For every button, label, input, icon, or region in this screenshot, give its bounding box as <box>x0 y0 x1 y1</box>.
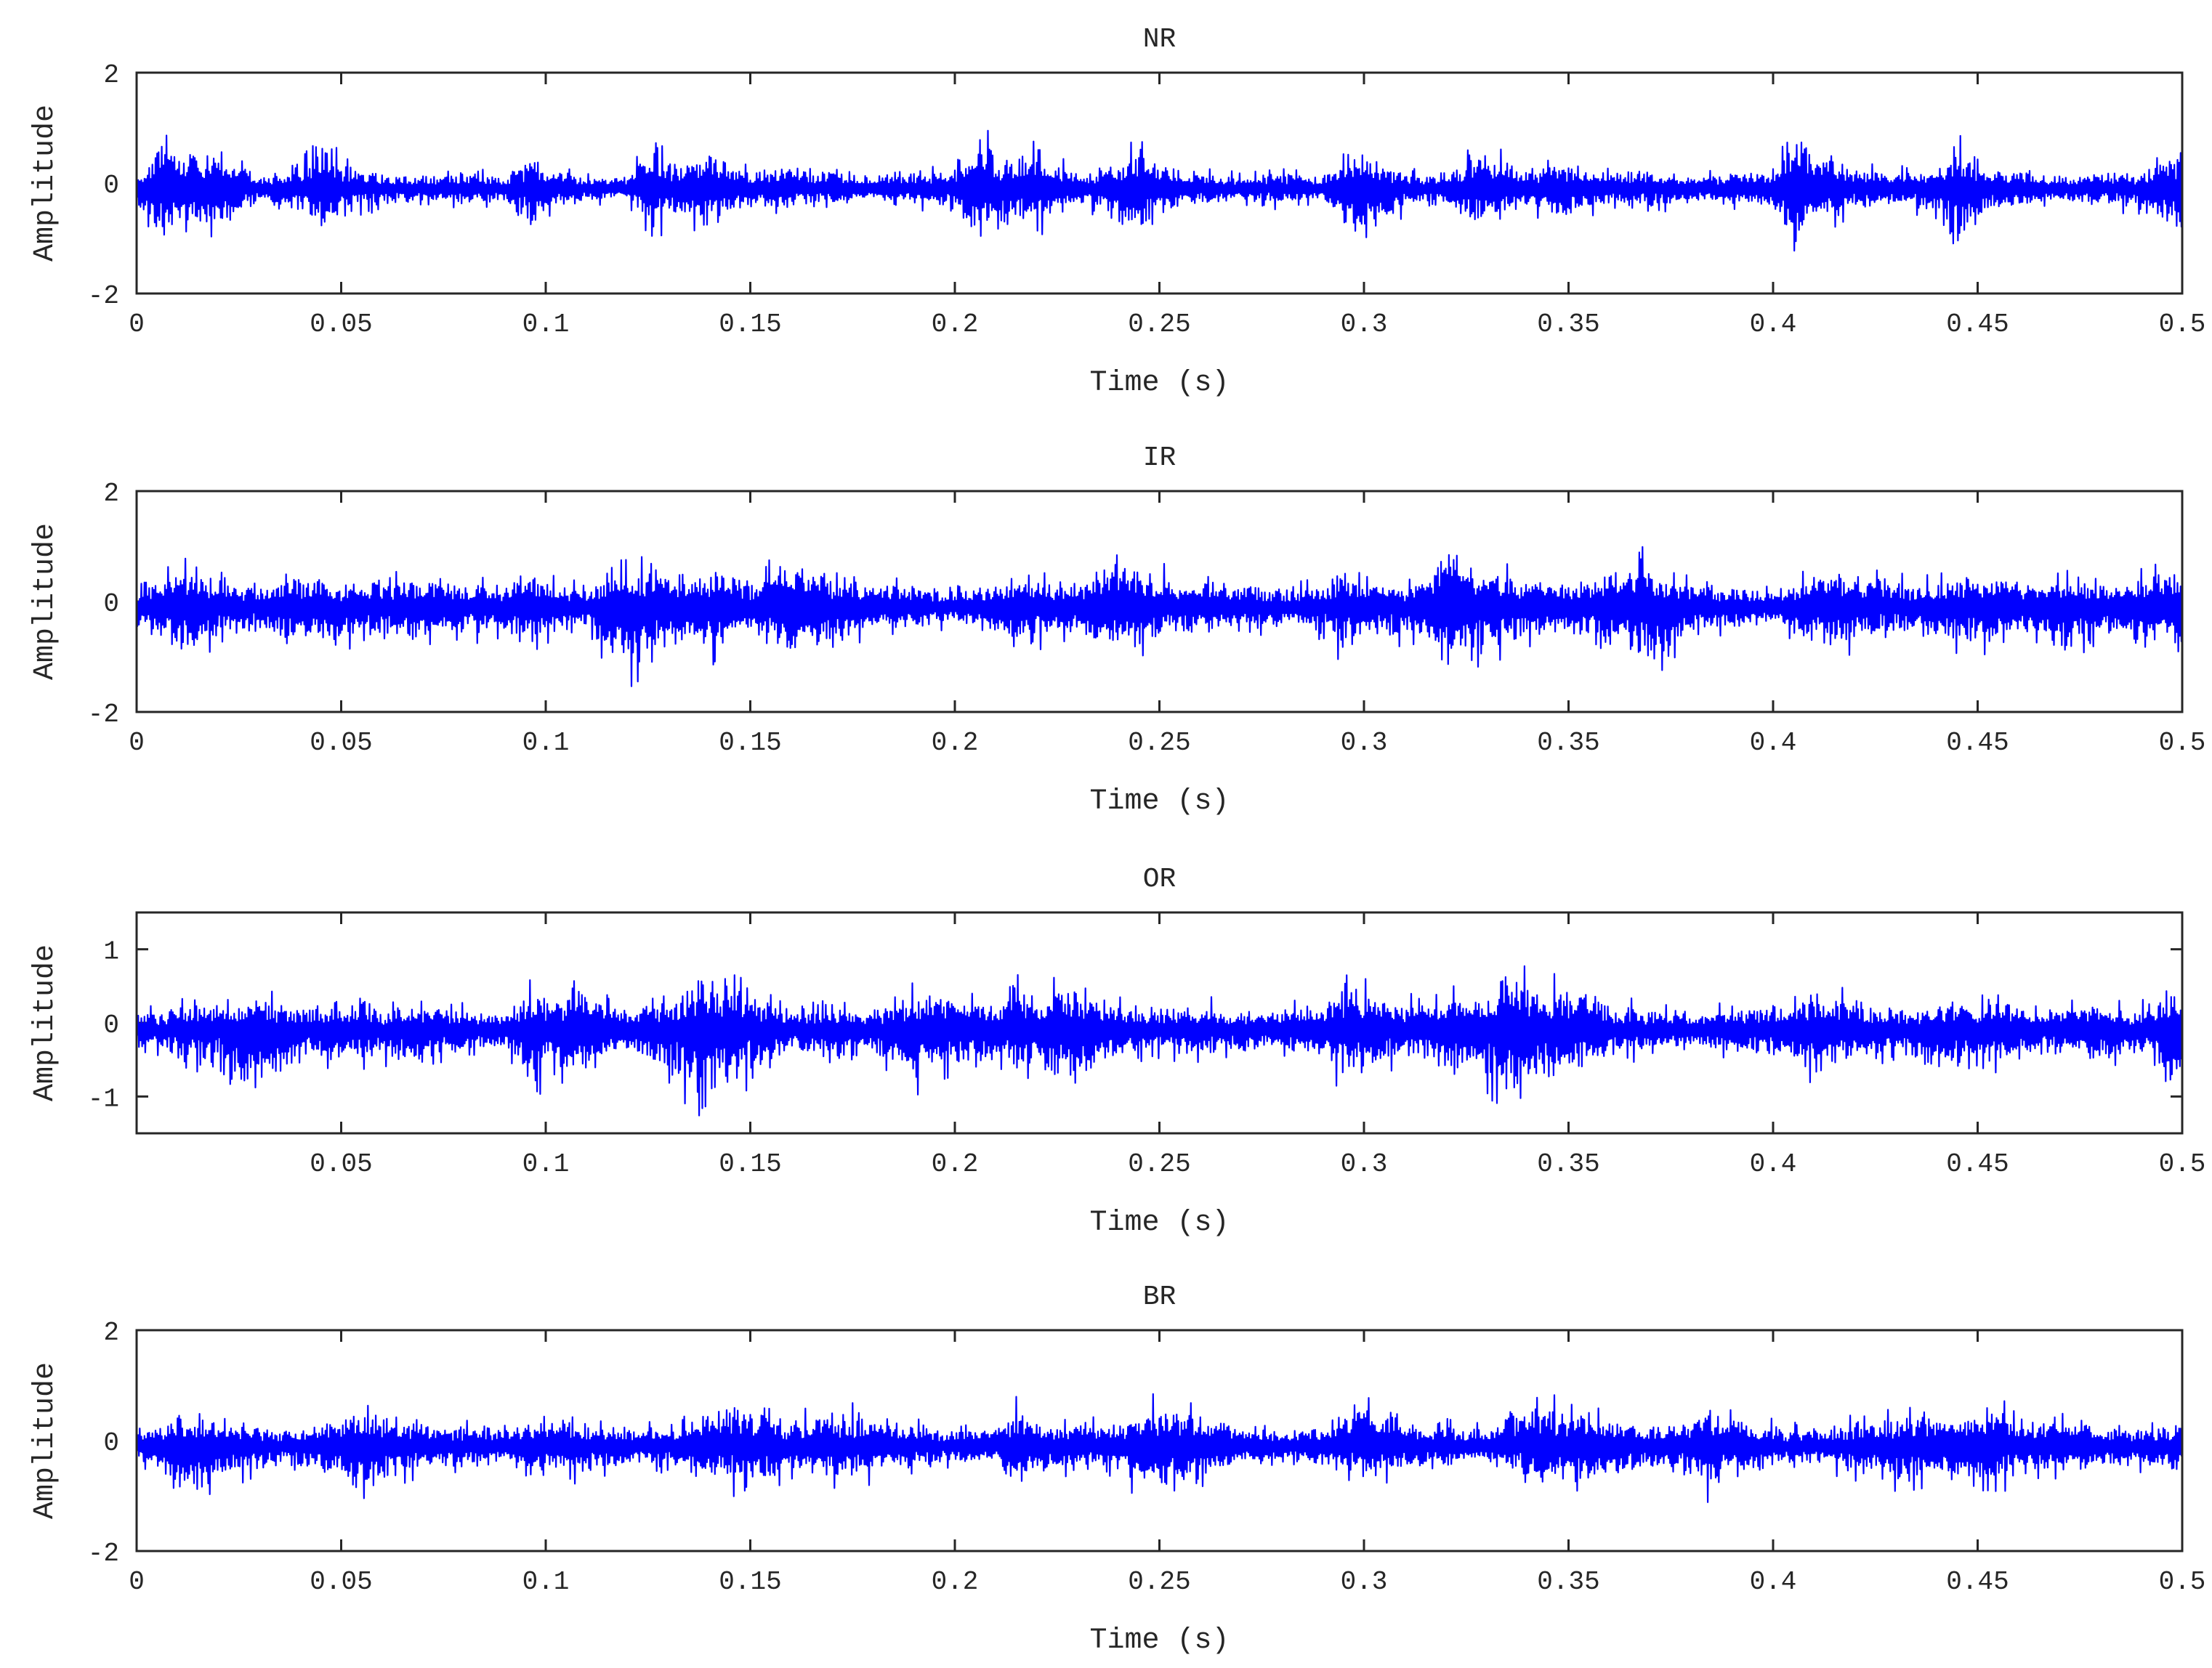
y-tick-label: -2 <box>88 1539 119 1568</box>
x-tick-label: 0.25 <box>1128 309 1190 339</box>
y-tick-label: 2 <box>103 479 119 509</box>
y-tick-label: 0 <box>103 171 119 201</box>
x-tick-label: 0.05 <box>310 1149 372 1179</box>
x-tick-label: 0.5 <box>2159 728 2206 758</box>
y-tick-label: -2 <box>88 281 119 311</box>
axes-frame-overlay <box>135 490 2184 713</box>
x-tick-label: 0.45 <box>1946 728 2009 758</box>
x-tick-label: 0.2 <box>932 309 979 339</box>
x-tick-label: 0.15 <box>719 1149 781 1179</box>
y-axis-label: Amplitude <box>29 523 62 680</box>
x-tick-label: 0.35 <box>1537 309 1599 339</box>
subplot-br: BR 0 0.05 0.1 0.15 0.2 0.25 0.3 0.35 0.4 0.45 0.5 -2… <box>29 1282 2205 1657</box>
x-tick-label: 0.5 <box>2159 1149 2206 1179</box>
y-tick-label: 0 <box>103 589 119 619</box>
y-tick-label: 2 <box>103 1318 119 1348</box>
x-tick-label: 0.15 <box>719 309 781 339</box>
axes-frame-overlay <box>135 71 2184 295</box>
x-tick-label: 0.35 <box>1537 1149 1599 1179</box>
signal-trace-ir <box>137 546 2182 687</box>
signal-trace-or <box>137 965 2182 1117</box>
x-tick-label: 0.35 <box>1537 1567 1599 1597</box>
y-tick-label: -2 <box>88 700 119 729</box>
y-tick-label: 1 <box>103 937 119 967</box>
x-tick-label: 0.35 <box>1537 728 1599 758</box>
x-axis-label: Time (s) <box>1089 785 1229 818</box>
plot-title: NR <box>1143 24 1176 55</box>
y-tick-label: 2 <box>103 60 119 90</box>
x-tick-label: 0.4 <box>1750 728 1797 758</box>
x-tick-label: 0.4 <box>1750 1567 1797 1597</box>
x-tick-label: 0 <box>129 309 145 339</box>
plot-title: IR <box>1143 442 1176 474</box>
plot-title: BR <box>1143 1282 1176 1313</box>
x-tick-label: 0.15 <box>719 1567 781 1597</box>
x-tick-label: 0.45 <box>1946 1149 2009 1179</box>
axes-frame-overlay <box>135 911 2184 1135</box>
x-tick-label: 0.25 <box>1128 728 1190 758</box>
axes-frame-overlay <box>135 1329 2184 1552</box>
x-tick-label: 0.5 <box>2159 309 2206 339</box>
x-tick-label: 0.2 <box>932 1567 979 1597</box>
x-tick-label: 0.3 <box>1341 1149 1388 1179</box>
x-tick-label: 0.05 <box>310 1567 372 1597</box>
x-tick-label: 0.1 <box>522 728 570 758</box>
x-tick-label: 0.3 <box>1341 1567 1388 1597</box>
x-tick-label: 0.5 <box>2159 1567 2206 1597</box>
x-tick-label: 0.4 <box>1750 309 1797 339</box>
x-tick-label: 0 <box>129 1567 145 1597</box>
x-axis-label: Time (s) <box>1089 1207 1229 1239</box>
signal-trace-nr <box>137 129 2182 252</box>
x-tick-label: 0.15 <box>719 728 781 758</box>
subplot-ir: IR 0 0.05 0.1 0.15 0.2 0.25 0.3 0.35 0.4 0.45 0.5 -2… <box>29 442 2205 818</box>
x-tick-label: 0.1 <box>522 1149 570 1179</box>
y-tick-label: 0 <box>103 1011 119 1040</box>
x-tick-label: 0.2 <box>932 728 979 758</box>
x-axis-label: Time (s) <box>1089 367 1229 400</box>
x-tick-label: 0.2 <box>932 1149 979 1179</box>
x-tick-label: 0.25 <box>1128 1149 1190 1179</box>
x-tick-label: 0 <box>129 728 145 758</box>
x-tick-label: 0.1 <box>522 309 570 339</box>
y-axis-label: Amplitude <box>29 105 62 262</box>
y-tick-label: -1 <box>88 1084 119 1114</box>
x-tick-label: 0.45 <box>1946 309 2009 339</box>
x-tick-label: 0.05 <box>310 728 372 758</box>
x-tick-label: 0.1 <box>522 1567 570 1597</box>
subplot-or: OR 0.05 0.1 0.15 0.2 0.25 0.3 0.35 0.4 0.45 0.5 -1 0… <box>29 864 2205 1239</box>
signal-trace-br <box>137 1393 2182 1503</box>
x-tick-label: 0.3 <box>1341 728 1388 758</box>
plot-title: OR <box>1143 864 1176 895</box>
y-axis-label: Amplitude <box>29 1362 62 1519</box>
x-tick-label: 0.05 <box>310 309 372 339</box>
y-axis-label: Amplitude <box>29 944 62 1101</box>
x-tick-label: 0.45 <box>1946 1567 2009 1597</box>
x-tick-label: 0.25 <box>1128 1567 1190 1597</box>
x-tick-label: 0.4 <box>1750 1149 1797 1179</box>
y-tick-label: 0 <box>103 1428 119 1458</box>
subplot-nr: NR 0 0.05 0.1 0.15 0.2 0.25 0.3 0.35 0.4 0.45 0.5 -2… <box>29 24 2205 400</box>
x-tick-label: 0.3 <box>1341 309 1388 339</box>
x-axis-label: Time (s) <box>1089 1624 1229 1657</box>
